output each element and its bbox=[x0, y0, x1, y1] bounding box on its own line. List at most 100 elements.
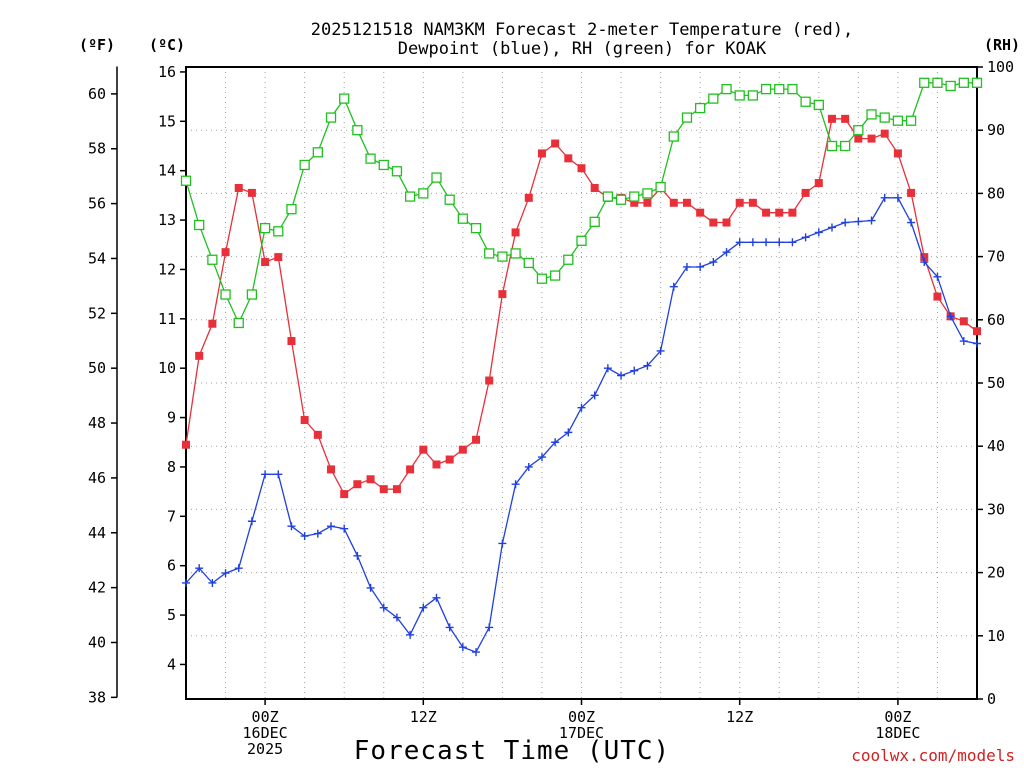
rh-point bbox=[207, 254, 218, 265]
temperature-point bbox=[406, 465, 415, 474]
dewpoint-point bbox=[287, 522, 296, 531]
rh-point bbox=[813, 99, 824, 111]
celsius-tick-label: 8 bbox=[167, 458, 176, 476]
dewpoint-point bbox=[366, 583, 375, 592]
rh-point bbox=[286, 204, 297, 215]
fahrenheit-tick-label: 46 bbox=[88, 469, 106, 487]
temperature-point bbox=[379, 485, 388, 494]
rh-point bbox=[233, 317, 244, 329]
dewpoint-point bbox=[946, 312, 955, 321]
series-rh bbox=[180, 77, 983, 329]
rh-point bbox=[378, 159, 389, 171]
rh-point bbox=[681, 112, 693, 123]
dewpoint-point bbox=[762, 238, 771, 247]
rh-point bbox=[431, 172, 442, 183]
rh-axis: 0 10 20 30 40 50 60 70 80 90 100 bbox=[977, 58, 1014, 708]
rh-point bbox=[563, 254, 574, 265]
rh-point bbox=[549, 270, 561, 281]
rh-point bbox=[589, 216, 600, 227]
rh-point bbox=[826, 140, 838, 152]
rh-point bbox=[905, 115, 917, 126]
rh-point bbox=[246, 289, 258, 300]
series-dewpoint bbox=[182, 193, 981, 657]
dewpoint-point bbox=[300, 532, 309, 541]
series-temperature bbox=[182, 114, 981, 499]
fahrenheit-tick-label: 38 bbox=[88, 688, 106, 706]
celsius-tick-label: 10 bbox=[158, 359, 176, 377]
temperature-point bbox=[472, 435, 481, 444]
temperature-point bbox=[709, 218, 718, 227]
dewpoint-point bbox=[696, 262, 705, 271]
celsius-axis-unit: (ºC) bbox=[149, 36, 185, 54]
rh-point bbox=[840, 140, 851, 152]
temperature-point bbox=[722, 218, 731, 227]
temperature-point bbox=[959, 317, 968, 326]
rh-point bbox=[721, 83, 732, 95]
dewpoint-point bbox=[959, 337, 968, 346]
rh-point bbox=[339, 93, 350, 104]
fahrenheit-tick-label: 48 bbox=[88, 414, 106, 432]
rh-point bbox=[312, 147, 323, 158]
time-tick-label: 2025 bbox=[247, 740, 283, 758]
rh-point bbox=[352, 125, 363, 136]
dewpoint-point bbox=[340, 524, 349, 533]
dewpoint-point bbox=[682, 262, 691, 271]
series-layer bbox=[180, 77, 983, 657]
dewpoint-point bbox=[498, 539, 507, 548]
temperature-point bbox=[590, 183, 599, 192]
dewpoint-point bbox=[195, 564, 204, 573]
rh-point bbox=[325, 112, 337, 123]
rh-point bbox=[958, 77, 969, 88]
rh-point bbox=[194, 219, 205, 231]
temperature-point bbox=[551, 139, 560, 148]
temperature-point bbox=[511, 228, 520, 237]
temperature-point bbox=[564, 154, 573, 163]
dewpoint-point bbox=[379, 603, 388, 612]
fahrenheit-tick-label: 40 bbox=[88, 633, 106, 651]
dewpoint-point bbox=[392, 613, 401, 622]
dewpoint-point bbox=[854, 217, 863, 226]
temperature-point bbox=[182, 440, 190, 449]
temperature-point bbox=[287, 337, 296, 346]
dewpoint-point bbox=[933, 272, 942, 281]
dewpoint-point bbox=[643, 361, 652, 370]
celsius-tick-label: 6 bbox=[167, 557, 176, 575]
temperature-point bbox=[353, 480, 362, 489]
dewpoint-point bbox=[920, 258, 929, 267]
celsius-tick-label: 9 bbox=[167, 409, 176, 427]
dewpoint-point bbox=[524, 462, 533, 471]
temperature-point bbox=[498, 290, 507, 299]
celsius-axis: 4 5 6 7 8 9 10 11 12 13 14 15 16 bbox=[158, 63, 186, 673]
dewpoint-point bbox=[208, 578, 217, 587]
rh-point bbox=[457, 213, 469, 224]
temperature-point bbox=[643, 198, 652, 207]
temperature-point bbox=[762, 208, 771, 217]
temperature-point bbox=[814, 179, 823, 188]
rh-point bbox=[734, 90, 745, 101]
rh-tick-label: 50 bbox=[987, 374, 1005, 392]
dewpoint-point bbox=[313, 529, 322, 538]
rh-point bbox=[892, 115, 904, 126]
credit-text: coolwx.com/models bbox=[851, 746, 1015, 765]
rh-point bbox=[879, 112, 890, 123]
temperature-point bbox=[775, 208, 784, 217]
temperature-point bbox=[854, 134, 863, 143]
rh-point bbox=[220, 289, 231, 300]
dewpoint-point bbox=[775, 238, 784, 247]
rh-point bbox=[418, 188, 429, 199]
fahrenheit-tick-label: 58 bbox=[88, 140, 106, 158]
rh-tick-label: 80 bbox=[987, 184, 1005, 202]
dewpoint-point bbox=[814, 228, 823, 237]
dewpoint-point bbox=[577, 403, 586, 412]
time-tick-label: 12Z bbox=[726, 708, 753, 726]
dewpoint-point bbox=[907, 218, 916, 227]
temperature-point bbox=[234, 183, 243, 192]
rh-tick-label: 60 bbox=[987, 311, 1005, 329]
time-tick-label: 18DEC bbox=[875, 724, 920, 742]
dewpoint-point bbox=[261, 470, 270, 479]
rh-point bbox=[523, 257, 534, 269]
rh-point bbox=[510, 248, 521, 259]
dewpoint-point bbox=[564, 428, 573, 437]
rh-tick-label: 100 bbox=[987, 58, 1014, 76]
